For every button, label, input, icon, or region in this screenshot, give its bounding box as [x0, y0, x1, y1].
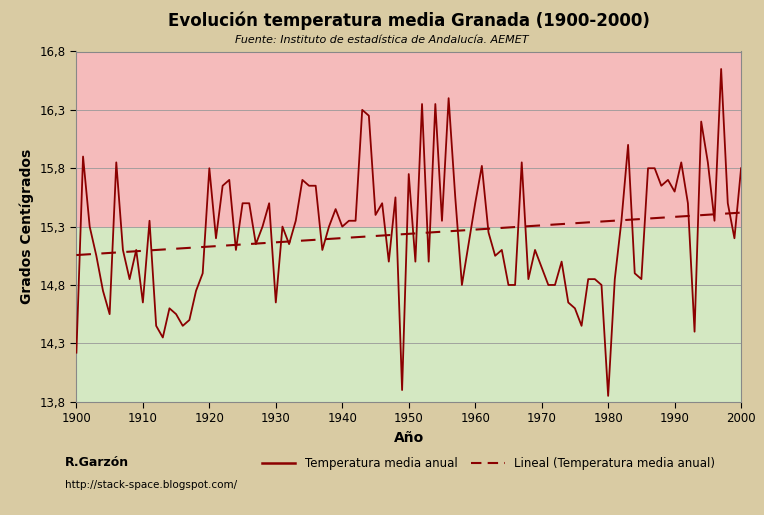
Legend: Temperatura media anual, Lineal (Temperatura media anual): Temperatura media anual, Lineal (Tempera…	[257, 452, 720, 475]
X-axis label: Año: Año	[393, 431, 424, 444]
Bar	[76, 52, 741, 227]
Y-axis label: Grados Centígrados: Grados Centígrados	[20, 149, 34, 304]
Text: R.Garzón: R.Garzón	[65, 456, 129, 469]
Text: Fuente: Instituto de estadística de Andalucía. AEMET: Fuente: Instituto de estadística de Anda…	[235, 35, 529, 45]
Title: Evolución temperatura media Granada (1900-2000): Evolución temperatura media Granada (190…	[168, 12, 649, 30]
Text: http://stack-space.blogspot.com/: http://stack-space.blogspot.com/	[65, 480, 237, 490]
